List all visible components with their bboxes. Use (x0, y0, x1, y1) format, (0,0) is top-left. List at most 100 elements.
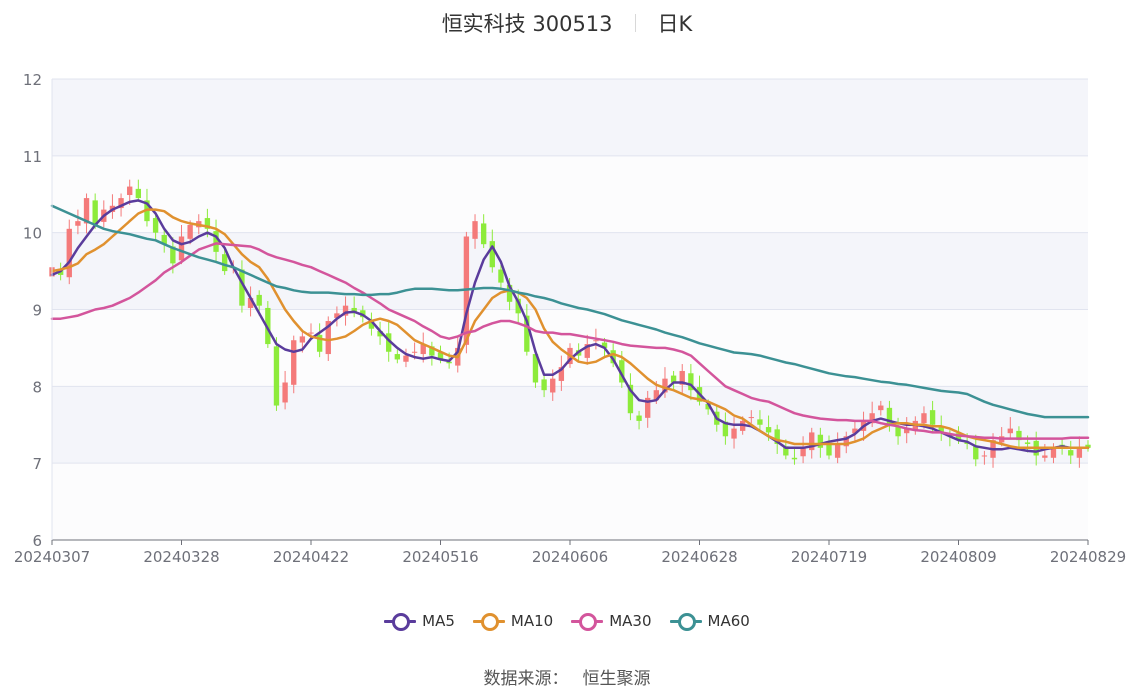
legend-item-ma60[interactable]: MA60 (669, 612, 750, 631)
candle-body (610, 350, 616, 364)
candle (558, 355, 565, 391)
candle-body (601, 342, 608, 348)
candle (472, 214, 478, 249)
candle-body (429, 346, 435, 356)
legend-label-ma5: MA5 (422, 612, 455, 630)
candle-body (541, 379, 547, 391)
candle-body (817, 434, 824, 448)
candle-body (299, 336, 306, 343)
candle (1085, 440, 1091, 452)
candle-body (247, 297, 254, 308)
x-tick-label: 20240829 (1050, 548, 1126, 566)
candle-body (213, 231, 219, 252)
candle-body (722, 421, 729, 437)
candle-body (1068, 450, 1074, 456)
candle-body (731, 428, 737, 439)
candle (886, 400, 893, 432)
candle (973, 434, 979, 467)
candle-body (316, 334, 323, 352)
candle-body (420, 344, 426, 355)
line-ma30 (50, 242, 1090, 440)
candle-body (127, 186, 133, 196)
candle (938, 415, 944, 441)
candle (688, 364, 694, 401)
data-source: 数据来源： 恒生聚源 (0, 664, 1134, 689)
x-tick-label: 20240516 (402, 548, 478, 566)
y-tick-label: 8 (32, 378, 42, 396)
candle (489, 229, 495, 273)
y-tick-label: 12 (23, 71, 42, 89)
candle-body (662, 378, 668, 393)
candle-body (636, 415, 642, 421)
candle (670, 370, 677, 390)
candle-body (688, 373, 694, 391)
candle (584, 334, 590, 365)
candle-body (282, 382, 288, 403)
candle-body (921, 413, 927, 424)
candle (221, 249, 228, 275)
candle (532, 349, 539, 388)
candle-body (878, 405, 884, 411)
candle-body (558, 367, 565, 381)
candle-body (135, 188, 142, 199)
candle (403, 348, 409, 368)
candle-body (334, 313, 340, 318)
candle-body (342, 305, 349, 316)
candle (731, 417, 737, 449)
candle-body (653, 390, 660, 401)
candle-body (964, 442, 970, 444)
candle (524, 304, 530, 356)
candle (1007, 417, 1013, 439)
candle (247, 286, 254, 317)
candle (679, 364, 685, 394)
candle-body (1024, 442, 1031, 444)
ma60-marker (669, 613, 702, 631)
candle-body (446, 361, 452, 364)
candle-body (489, 241, 495, 268)
candle (377, 321, 383, 345)
candle (213, 219, 219, 262)
band-11 (52, 79, 1088, 156)
candle-body (291, 340, 297, 385)
ma5-marker (384, 613, 417, 631)
legend: MA5 MA10 MA30 MA60 (0, 612, 1134, 631)
candle-body (757, 419, 763, 425)
candle (843, 431, 849, 454)
x-tick-label: 20240719 (791, 548, 867, 566)
candle-body (161, 234, 167, 245)
candle-body (1042, 455, 1048, 458)
candle-body (524, 315, 530, 352)
candle (748, 410, 754, 424)
candle-body (826, 444, 832, 456)
candle-body (843, 436, 849, 447)
candle (722, 412, 729, 445)
candle-body (809, 432, 815, 451)
candle (480, 214, 487, 249)
legend-item-ma5[interactable]: MA5 (384, 612, 455, 631)
candle-body (394, 354, 401, 360)
candle-body (593, 340, 599, 342)
candle-body (308, 332, 314, 334)
candle-body (791, 457, 798, 460)
candle-body (239, 269, 245, 306)
y-tick-label: 6 (32, 532, 42, 550)
line-ma60 (50, 204, 1090, 419)
candle-body (1007, 428, 1013, 434)
legend-item-ma10[interactable]: MA10 (472, 612, 553, 631)
candle (239, 260, 245, 313)
candle-body (506, 284, 513, 302)
x-tick-label: 20240328 (143, 548, 219, 566)
candle (869, 401, 875, 428)
candle-body (386, 333, 392, 352)
candle-body (584, 344, 590, 358)
candle (800, 436, 806, 464)
y-tick-label: 11 (23, 148, 42, 166)
candle (273, 337, 280, 411)
candle-body (645, 397, 651, 418)
legend-item-ma30[interactable]: MA30 (571, 612, 652, 631)
title-separator (634, 14, 636, 32)
candle (429, 341, 435, 366)
candle (904, 417, 910, 444)
candle (878, 400, 884, 416)
candle-body (748, 417, 754, 419)
